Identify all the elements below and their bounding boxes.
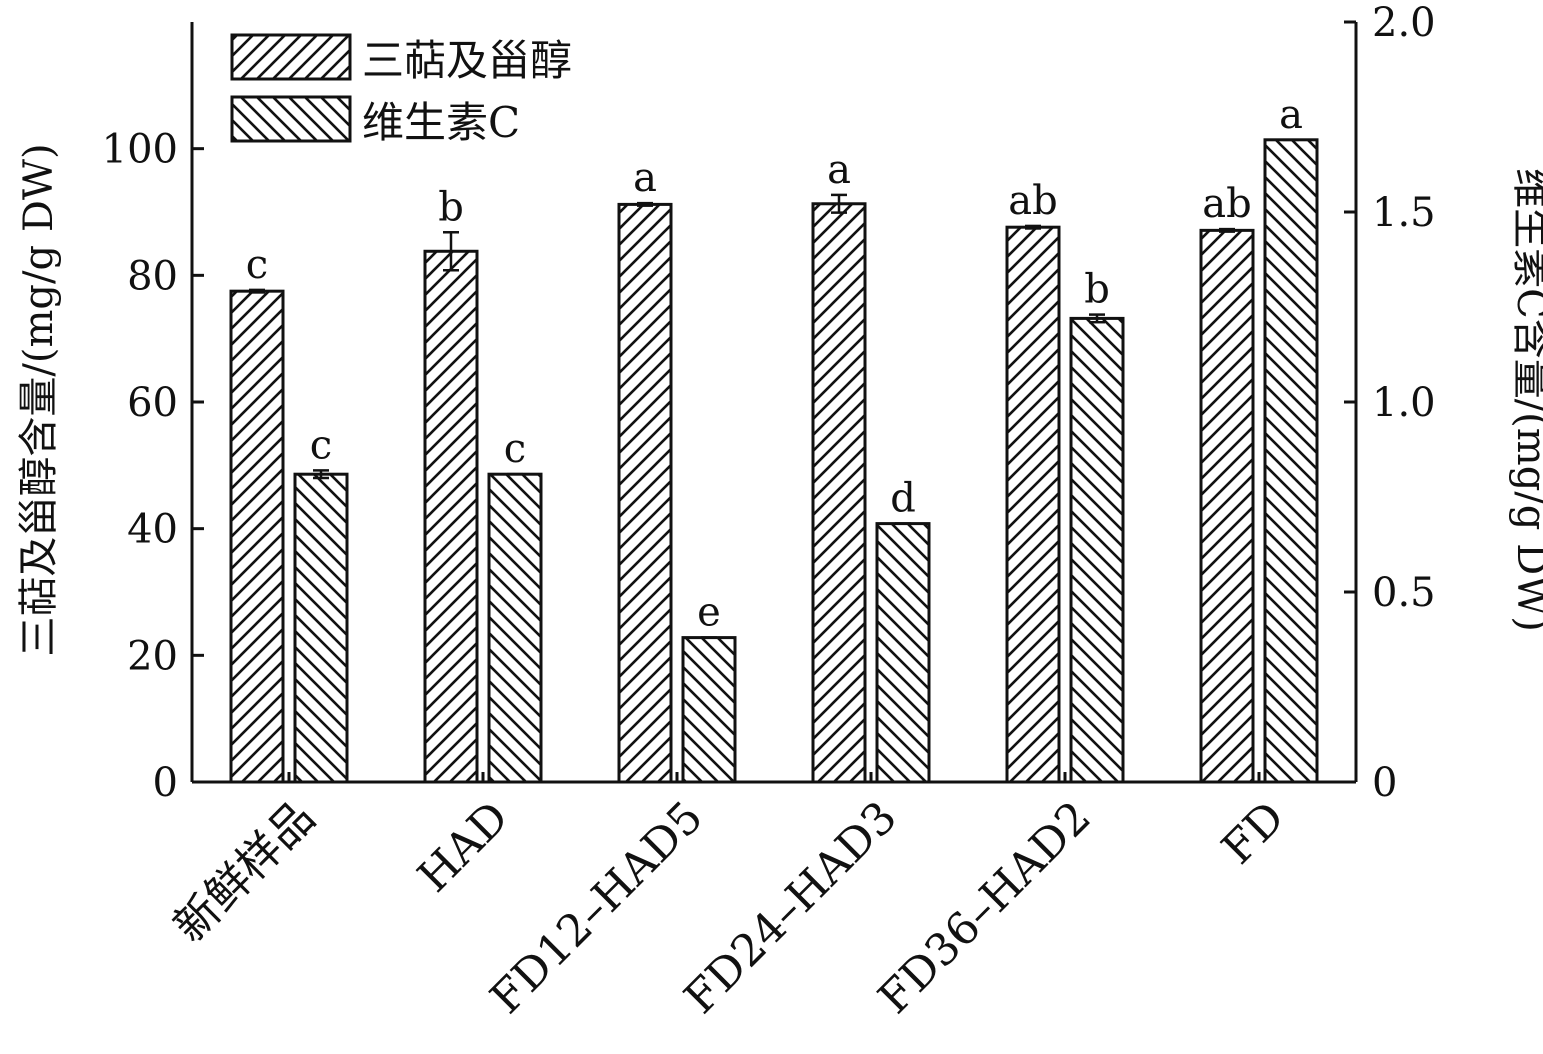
right-tick-label: 1.5 (1372, 190, 1436, 236)
significance-label: a (633, 155, 657, 201)
significance-label: c (504, 426, 526, 472)
significance-label: c (246, 242, 268, 288)
legend-label-vitamin-c: 维生素C (362, 98, 520, 147)
axes: 0 20 40 60 80 100 0 0.5 1.0 1.5 2.0 (102, 0, 1436, 806)
bar-vitamin-c (293, 472, 349, 784)
significance-label: b (438, 184, 464, 230)
category-label: HAD (408, 792, 519, 903)
bar-vitamin-c (875, 522, 931, 784)
left-tick-label: 40 (127, 507, 178, 553)
significance-label: a (827, 147, 851, 193)
bar-triterpene (811, 202, 867, 784)
bar-vitamin-c (681, 636, 737, 784)
bar-triterpene (1199, 228, 1255, 784)
bar-triterpene (229, 289, 285, 784)
bar-vitamin-c (1069, 316, 1125, 784)
significance-label: c (310, 422, 332, 468)
bar-triterpene (1005, 225, 1061, 784)
bars (229, 138, 1319, 784)
category-label: FD (1212, 792, 1295, 875)
legend-label-triterpene: 三萜及甾醇 (362, 36, 572, 85)
right-tick-label: 2.0 (1372, 0, 1436, 46)
legend: 三萜及甾醇 维生素C (230, 33, 572, 147)
bar-triterpene (617, 202, 673, 784)
significance-label: d (890, 476, 916, 522)
right-tick-label: 0 (1372, 760, 1397, 806)
left-tick-label: 0 (153, 760, 178, 806)
category-label: 新鲜样品 (164, 792, 325, 953)
left-axis-title: 三萜及甾醇含量/(mg/g DW) (16, 143, 62, 656)
significance-label: ab (1008, 178, 1057, 224)
left-tick-label: 20 (127, 633, 178, 679)
bar-triterpene (423, 249, 479, 784)
left-tick-label: 80 (127, 253, 178, 299)
significance-label: e (697, 590, 721, 636)
significance-label: a (1279, 92, 1303, 138)
right-tick-label: 1.0 (1372, 380, 1436, 426)
right-axis-title: 维生素C含量/(mg/g DW) (1508, 168, 1543, 632)
bar-vitamin-c (487, 472, 543, 784)
error-bars (249, 138, 1299, 639)
legend-swatch-triterpene (230, 33, 352, 81)
left-tick-label: 100 (102, 127, 178, 173)
left-tick-label: 60 (127, 380, 178, 426)
significance-label: ab (1202, 181, 1251, 227)
legend-swatch-vitamin-c (230, 95, 352, 143)
significance-label: b (1084, 267, 1110, 313)
bar-vitamin-c (1263, 138, 1319, 784)
right-tick-label: 0.5 (1372, 570, 1436, 616)
